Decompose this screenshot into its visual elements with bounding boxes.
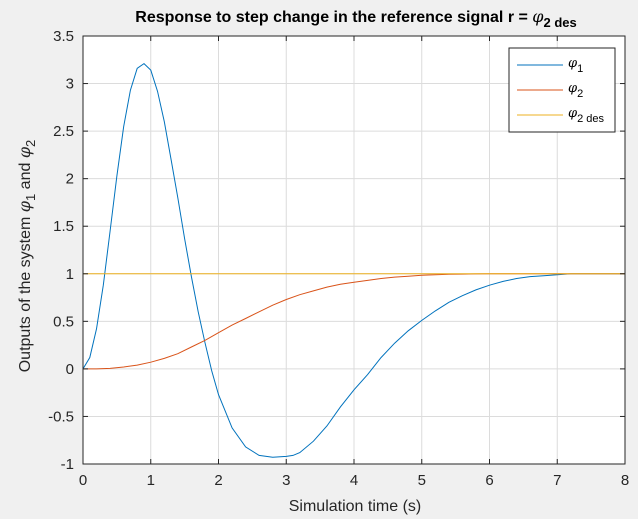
x-tick-label: 6 [485,472,493,489]
x-tick-label: 4 [350,472,358,489]
legend-entry: φ2 des [568,106,605,125]
y-tick-label: 3.5 [53,28,74,45]
legend-entry: φ2 [568,81,583,100]
x-tick-label: 8 [621,472,629,489]
y-tick-label: 0.5 [53,313,74,330]
y-tick-label: 1 [66,266,74,283]
y-tick-label: 0 [66,361,74,378]
x-tick-label: 2 [214,472,222,489]
series-group [82,62,625,458]
axis-ticks: 0 1 2 3 4 5 6 7 8 -1 -0.5 0 0.5 1 1.5 2 2.5 3 3.5 [48,28,629,489]
y-tick-label: 2.5 [53,123,74,140]
x-tick-label: 1 [147,472,155,489]
y-tick-label: -0.5 [48,408,74,425]
y-tick-label: 3 [66,76,74,93]
series-line-1 [82,62,625,458]
y-axis-label: Outputs of the system φ1 and φ2 [15,140,38,373]
x-tick-label: 3 [282,472,290,489]
x-tick-label: 0 [79,472,87,489]
y-tick-label: 2 [66,171,74,188]
x-axis-label: Simulation time (s) [289,498,421,515]
y-tick-label: -1 [61,456,74,473]
y-tick-label: 1.5 [53,218,74,235]
x-tick-label: 5 [418,472,426,489]
chart-title: Response to step change in the reference… [135,7,576,30]
x-tick-label: 7 [553,472,561,489]
legend-entry: φ1 [568,56,583,75]
legend: φ1 φ2 φ2 des [508,47,616,133]
